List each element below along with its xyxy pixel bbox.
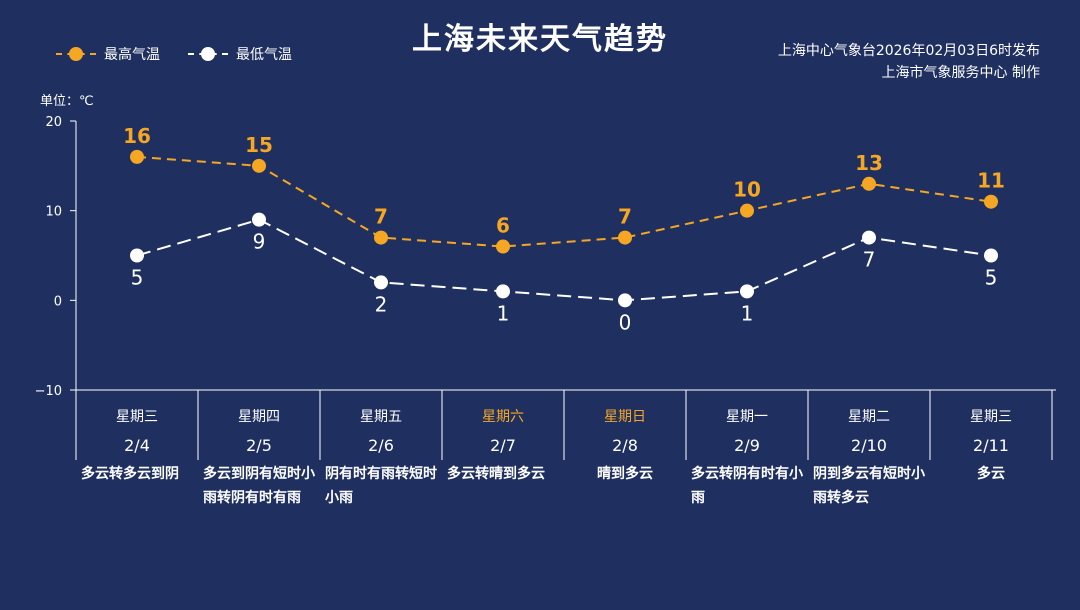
date-label: 2/8: [612, 436, 638, 455]
date-label: 2/9: [734, 436, 760, 455]
weather-description: 多云转晴到多云: [447, 466, 545, 482]
low-temp-label: 1: [741, 301, 754, 325]
legend-item-high: 最高气温: [56, 44, 160, 64]
low-temp-label: 9: [253, 230, 266, 254]
date-label: 2/11: [973, 436, 1009, 455]
unit-label: 单位：℃: [40, 94, 94, 109]
legend-item-low: 最低气温: [188, 44, 292, 64]
y-tick-label: −10: [35, 384, 62, 399]
high-temp-point: [130, 149, 144, 164]
high-temp-label: 7: [618, 205, 632, 229]
low-temp-point: [984, 248, 998, 263]
weather-description: 多云转多云到阴: [81, 466, 179, 482]
high-temp-label: 7: [374, 205, 388, 229]
chart-title: 上海未来天气趋势: [412, 22, 668, 57]
y-tick-label: 20: [45, 115, 62, 130]
date-label: 2/10: [851, 436, 887, 455]
date-label: 2/7: [490, 436, 516, 455]
high-temp-point: [984, 194, 998, 209]
high-temp-label: 16: [123, 124, 151, 148]
weather-description: 多云: [977, 466, 1005, 482]
low-temp-point: [374, 275, 388, 290]
low-temp-label: 7: [863, 248, 876, 272]
high-temp-point: [496, 239, 510, 254]
low-temp-point: [618, 293, 632, 308]
legend-high-symbol: [56, 47, 96, 61]
weekday-label: 星期二: [848, 409, 890, 425]
high-temp-point: [374, 230, 388, 245]
legend-low-symbol: [188, 47, 228, 61]
weather-description: 阴到多云有短时小雨转多云: [813, 466, 925, 506]
high-temp-line: [136, 155, 992, 248]
high-temp-label: 15: [245, 133, 273, 157]
high-temp-point: [618, 230, 632, 245]
high-temp-label: 13: [855, 151, 883, 175]
weather-description: 多云到阴有短时小雨转阴有时有雨: [203, 466, 315, 506]
weather-description: 多云转阴有时有小雨: [691, 466, 803, 506]
weekday-label: 星期三: [970, 409, 1012, 425]
high-temp-point: [740, 203, 754, 218]
high-temp-point: [252, 158, 266, 173]
legend: 最高气温 最低气温: [56, 44, 292, 64]
low-temp-point: [862, 230, 876, 245]
date-label: 2/6: [368, 436, 394, 455]
low-temp-line: [136, 218, 992, 302]
source-line-2: 上海市气象服务中心 制作: [881, 65, 1040, 81]
weekday-label: 星期一: [726, 409, 768, 425]
weekday-label: 星期四: [238, 409, 280, 425]
weekday-label: 星期日: [604, 409, 646, 425]
y-tick-label: 10: [45, 205, 62, 220]
source-line-1: 上海中心气象台2026年02月03日6时发布: [777, 43, 1040, 59]
low-temp-point: [496, 284, 510, 299]
low-temp-label: 1: [497, 301, 510, 325]
low-temp-point: [130, 248, 144, 263]
weather-description: 晴到多云: [597, 466, 653, 482]
low-temp-point: [740, 284, 754, 299]
weekday-label: 星期六: [482, 409, 524, 425]
date-label: 2/4: [124, 436, 150, 455]
low-temp-point: [252, 212, 266, 227]
weekday-label: 星期三: [116, 409, 158, 425]
low-temp-label: 5: [131, 266, 144, 290]
high-temp-label: 11: [977, 169, 1005, 193]
weather-row: 多云转多云到阴 多云到阴有短时小雨转阴有时有雨 阴有时有雨转短时小雨 多云转晴到多云 晴…: [76, 462, 1052, 510]
legend-high-label: 最高气温: [104, 47, 160, 63]
low-temp-label: 0: [619, 310, 632, 334]
source-info: 上海中心气象台2026年02月03日6时发布 上海市气象服务中心 制作: [778, 40, 1040, 84]
high-temp-point: [862, 176, 876, 191]
legend-low-label: 最低气温: [236, 47, 292, 63]
y-tick-label: 0: [54, 294, 62, 309]
low-temp-label: 2: [375, 292, 388, 316]
date-label: 2/5: [246, 436, 272, 455]
weather-description: 阴有时有雨转短时小雨: [325, 466, 437, 506]
high-temp-label: 10: [733, 178, 761, 202]
high-temp-label: 6: [496, 214, 510, 238]
low-temp-label: 5: [985, 266, 998, 290]
weekday-label: 星期五: [360, 409, 402, 425]
